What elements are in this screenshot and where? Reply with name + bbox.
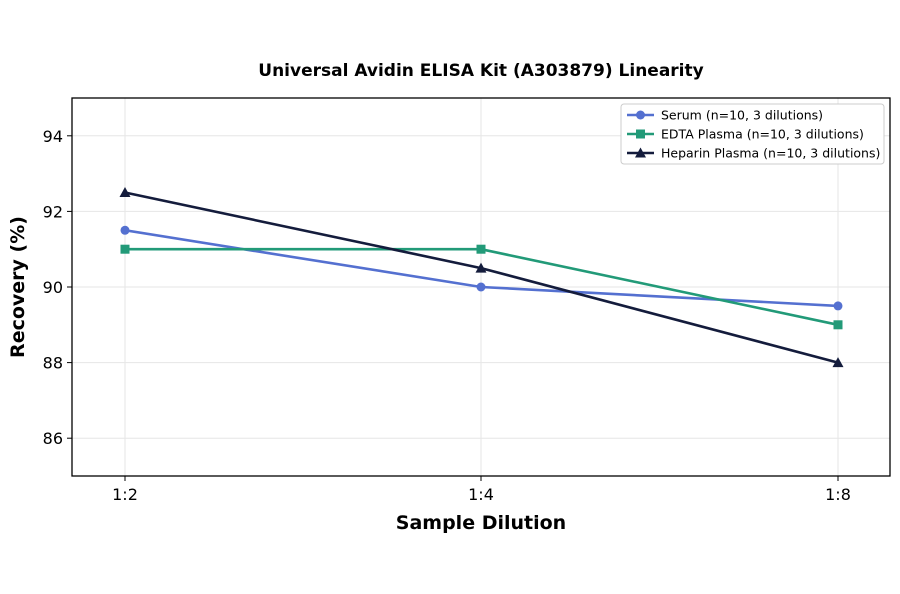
legend-label: Heparin Plasma (n=10, 3 dilutions) — [661, 146, 880, 161]
chart-title: Universal Avidin ELISA Kit (A303879) Lin… — [258, 61, 703, 81]
data-point — [475, 262, 487, 273]
legend-entry: Heparin Plasma (n=10, 3 dilutions) — [627, 146, 880, 161]
data-point — [120, 225, 130, 235]
y-tick-label: 88 — [43, 354, 63, 373]
data-point — [833, 320, 843, 330]
legend-entry: Serum (n=10, 3 dilutions) — [627, 108, 823, 123]
plot-series — [119, 187, 844, 368]
data-point — [120, 244, 130, 254]
x-tick-label: 1:4 — [468, 485, 494, 504]
series-2 — [120, 244, 843, 330]
legend-label: EDTA Plasma (n=10, 3 dilutions) — [661, 127, 864, 142]
x-tick-label: 1:2 — [112, 485, 138, 504]
legend: Serum (n=10, 3 dilutions) EDTA Plasma (n=… — [620, 103, 885, 165]
y-axis-label: Recovery (%) — [7, 216, 29, 358]
y-tick-label: 92 — [43, 202, 63, 221]
legend-entry: EDTA Plasma (n=10, 3 dilutions) — [627, 127, 864, 142]
data-point — [476, 282, 486, 292]
y-tick-label: 86 — [43, 429, 63, 448]
legend-swatch-marker — [636, 129, 645, 139]
x-tick-label: 1:8 — [825, 485, 851, 504]
x-axis-label: Sample Dilution — [396, 512, 566, 534]
data-point — [476, 244, 486, 254]
legend-box — [620, 103, 885, 165]
data-point — [833, 301, 843, 311]
data-point — [832, 357, 844, 368]
legend-swatch-marker — [636, 110, 645, 120]
legend-swatch-marker — [635, 147, 646, 158]
y-tick-label: 94 — [43, 127, 63, 146]
y-tick-label: 90 — [43, 278, 63, 297]
axis-ticks: 1:2 1:4 1:8 86 88 90 92 94 — [43, 127, 851, 504]
data-point — [119, 187, 131, 197]
series-3 — [119, 187, 844, 368]
legend-label: Serum (n=10, 3 dilutions) — [661, 108, 823, 123]
